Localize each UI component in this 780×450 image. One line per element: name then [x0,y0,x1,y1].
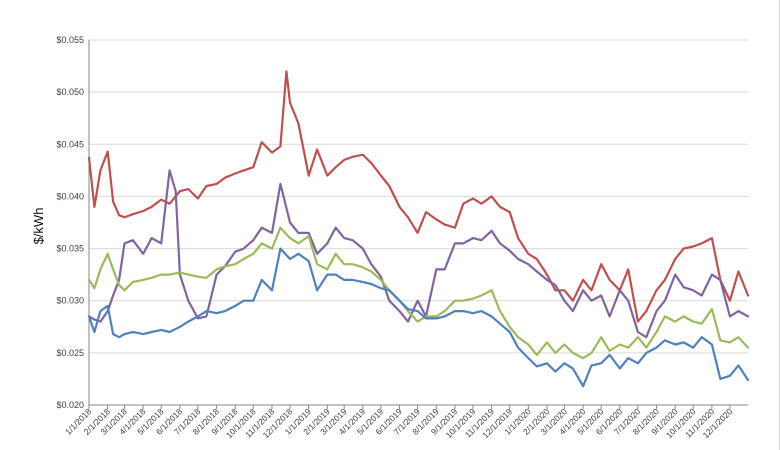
y-tick-label: $0.055 [56,35,84,45]
series-line-4 [87,247,750,388]
y-tick-label: $0.035 [56,244,84,254]
series-lines [87,70,750,388]
y-tick-labels: $0.020 $0.025 $0.030 $0.035 $0.040 $0.045 $0.0… [56,35,84,410]
y-tick-label: $0.050 [56,87,84,97]
series-line-3 [87,226,750,360]
y-tick-label: $0.025 [56,348,84,358]
y-tick-label: $0.030 [56,296,84,306]
series-line-2 [87,169,750,339]
y-tick-label: $0.045 [56,139,84,149]
y-tick-label: $0.020 [56,400,84,410]
x-tick-labels: 1/1/20182/1/20183/1/20184/1/20185/1/2018… [63,405,735,440]
series-line-1 [87,70,750,323]
y-tick-label: $0.040 [56,191,84,201]
y-axis-label: $/kWh [31,208,46,245]
